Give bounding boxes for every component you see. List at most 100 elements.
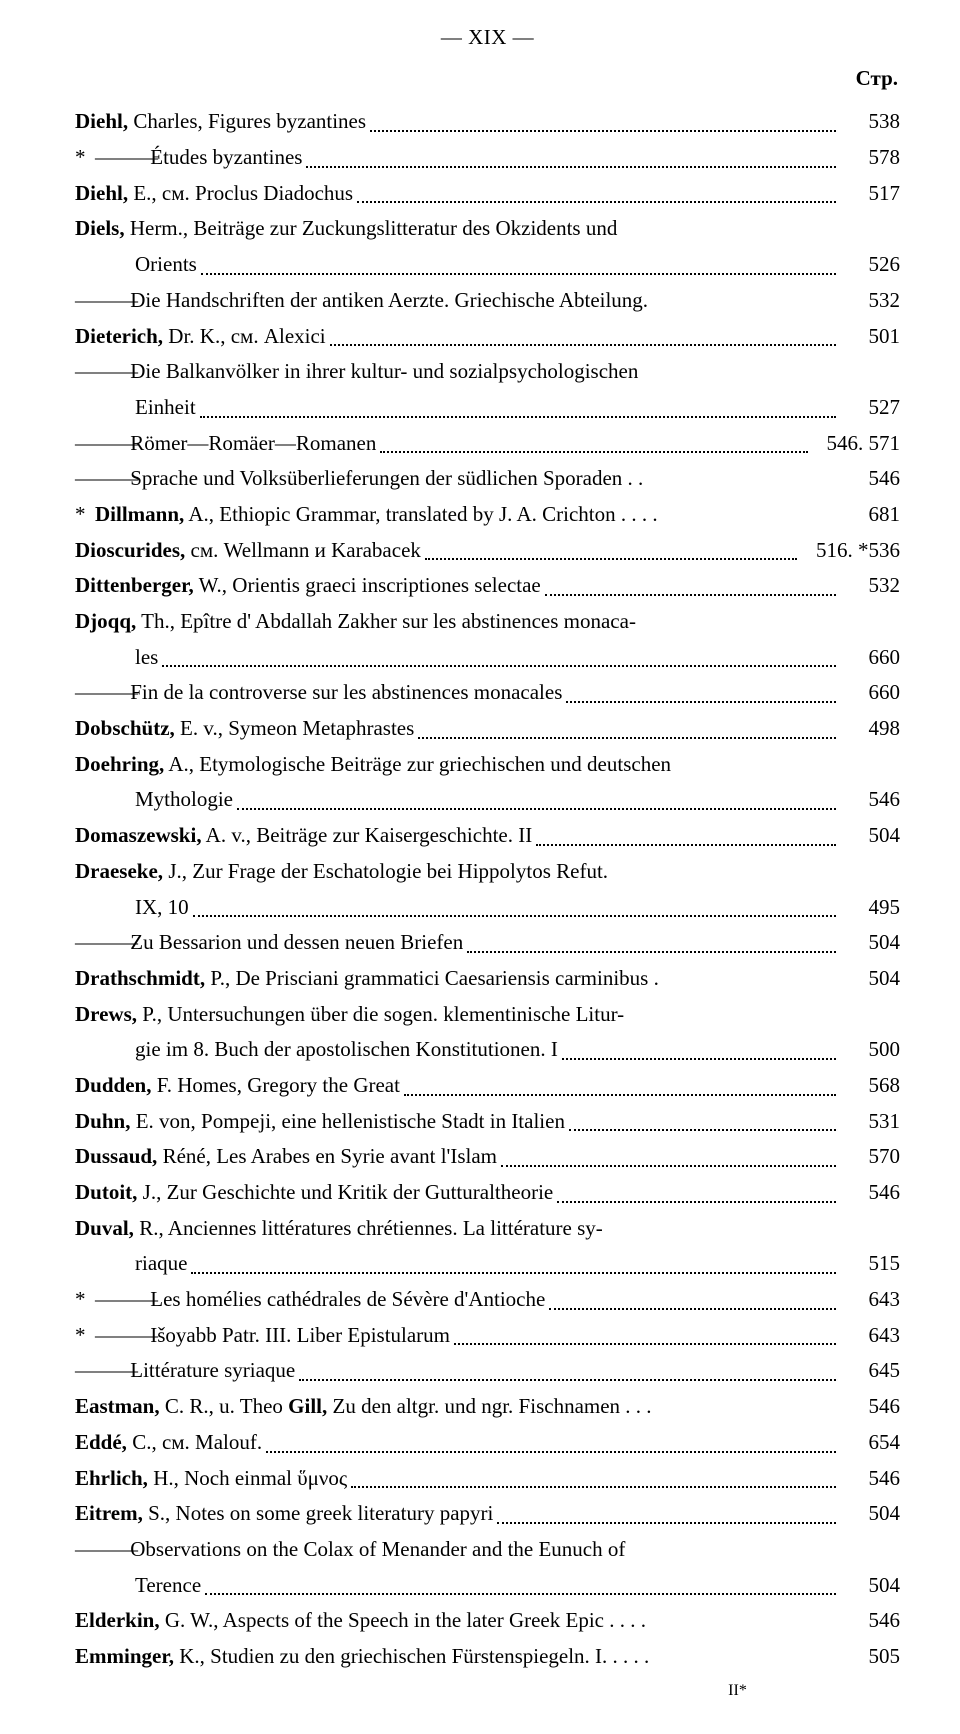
leader-dots bbox=[454, 1343, 836, 1345]
leader-dots bbox=[205, 1593, 836, 1595]
page-number: 538 bbox=[840, 104, 900, 140]
same-author-dash: ——— bbox=[95, 1318, 145, 1354]
leader-dots bbox=[545, 594, 836, 596]
entry-text: *——— Études byzantines bbox=[75, 140, 302, 176]
title-text: Die Balkanvölker in ihrer kultur- und so… bbox=[125, 359, 638, 383]
entry-text: Terence bbox=[75, 1568, 201, 1604]
title-text: C., см. Malouf. bbox=[127, 1430, 262, 1454]
page-roman-numeral: — XIX — bbox=[75, 20, 900, 56]
page-number: 643 bbox=[840, 1282, 900, 1318]
star-marker: * bbox=[75, 1282, 95, 1318]
index-entry: Diehl, E., см. Proclus Diadochus517 bbox=[75, 176, 900, 212]
title-text: Charles, Figures byzantines bbox=[128, 109, 366, 133]
page-number: 570 bbox=[840, 1139, 900, 1175]
title-text: F. Homes, Gregory the Great bbox=[151, 1073, 400, 1097]
entry-text: Emminger, K., Studien zu den griechische… bbox=[75, 1639, 649, 1675]
leader-dots bbox=[501, 1165, 836, 1167]
leader-dots bbox=[193, 915, 836, 917]
index-entry: ——— Zu Bessarion und dessen neuen Briefe… bbox=[75, 925, 900, 961]
entry-text: ——— Fin de la controverse sur les abstin… bbox=[75, 675, 562, 711]
page-number: 498 bbox=[840, 711, 900, 747]
page-number: 546 bbox=[840, 461, 900, 497]
entry-text: Diehl, E., см. Proclus Diadochus bbox=[75, 176, 353, 212]
title-text: Sprache und Volksüberlieferungen der süd… bbox=[125, 466, 643, 490]
index-entry: les660 bbox=[75, 640, 900, 676]
page-number: 681 bbox=[840, 497, 900, 533]
index-entry: *——— Išoyabb Patr. III. Liber Epistularu… bbox=[75, 1318, 900, 1354]
index-entry: Emminger, K., Studien zu den griechische… bbox=[75, 1639, 900, 1675]
index-entry: Dussaud, Réné, Les Arabes en Syrie avant… bbox=[75, 1139, 900, 1175]
leader-dots bbox=[566, 701, 836, 703]
title-text: les bbox=[135, 645, 158, 669]
page-number: 578 bbox=[840, 140, 900, 176]
index-entry: ——— Die Balkanvölker in ihrer kultur- un… bbox=[75, 354, 900, 390]
index-entry: gie im 8. Buch der apostolischen Konstit… bbox=[75, 1032, 900, 1068]
author-name: Ehrlich, bbox=[75, 1466, 148, 1490]
page-number: 495 bbox=[840, 890, 900, 926]
title-text: W., Orientis graeci inscriptiones select… bbox=[194, 573, 541, 597]
index-entry: Duhn, E. von, Pompeji, eine hellenistisc… bbox=[75, 1104, 900, 1140]
index-entry: ——— Littérature syriaque645 bbox=[75, 1353, 900, 1389]
page-number: 532 bbox=[840, 568, 900, 604]
page-number: 645 bbox=[840, 1353, 900, 1389]
index-entry: ——— Sprache und Volksüberlieferungen der… bbox=[75, 461, 900, 497]
leader-dots bbox=[351, 1486, 836, 1488]
entry-text: *——— Les homélies cathédrales de Sévère … bbox=[75, 1282, 545, 1318]
title-text: Fin de la controverse sur les abstinence… bbox=[125, 680, 562, 704]
page-number: 531 bbox=[840, 1104, 900, 1140]
page-number: 515 bbox=[840, 1246, 900, 1282]
author-name: Eddé, bbox=[75, 1430, 127, 1454]
index-entry: Domaszewski, A. v., Beiträge zur Kaiserg… bbox=[75, 818, 900, 854]
entry-text: Eitrem, S., Notes on some greek literatu… bbox=[75, 1496, 493, 1532]
star-marker: * bbox=[75, 140, 95, 176]
index-entry: Drews, P., Untersuchungen über die sogen… bbox=[75, 997, 900, 1033]
page-number: 505 bbox=[840, 1639, 900, 1675]
page-number: 643 bbox=[840, 1318, 900, 1354]
entry-text: les bbox=[75, 640, 158, 676]
title-text: Littérature syriaque bbox=[125, 1358, 295, 1382]
page-number: 504 bbox=[840, 1568, 900, 1604]
entry-text: ——— Sprache und Volksüberlieferungen der… bbox=[75, 461, 643, 497]
entry-text: ——— Die Handschriften der antiken Aerzte… bbox=[75, 283, 648, 319]
leader-dots bbox=[536, 844, 836, 846]
same-author-dash: ——— bbox=[95, 140, 145, 176]
leader-dots bbox=[201, 273, 836, 275]
entry-text: *Dillmann, A., Ethiopic Grammar, transla… bbox=[75, 497, 658, 533]
page-number: 546. 571 bbox=[812, 426, 901, 462]
title-text: C. R., u. Theo bbox=[160, 1394, 289, 1418]
index-entry: Draeseke, J., Zur Frage der Eschatologie… bbox=[75, 854, 900, 890]
author-name: Domaszewski, bbox=[75, 823, 202, 847]
author-name: Dobschütz, bbox=[75, 716, 175, 740]
title-text: A., Etymologische Beiträge zur griechisc… bbox=[164, 752, 671, 776]
entry-text: Dudden, F. Homes, Gregory the Great bbox=[75, 1068, 400, 1104]
title-text: gie im 8. Buch der apostolischen Konstit… bbox=[135, 1037, 558, 1061]
author-name: Diehl, bbox=[75, 181, 128, 205]
entry-text: ——— Die Balkanvölker in ihrer kultur- un… bbox=[75, 354, 638, 390]
leader-dots bbox=[357, 201, 836, 203]
leader-dots bbox=[557, 1201, 836, 1203]
title-text: E. von, Pompeji, eine hellenistische Sta… bbox=[130, 1109, 565, 1133]
title-text: Th., Epître d' Abdallah Zakher sur les a… bbox=[136, 609, 636, 633]
index-entry: ——— Fin de la controverse sur les abstin… bbox=[75, 675, 900, 711]
entry-text: Orients bbox=[75, 247, 197, 283]
leader-dots bbox=[306, 166, 836, 168]
title-text: S., Notes on some greek literatury papyr… bbox=[143, 1501, 494, 1525]
index-entry: Diels, Herm., Beiträge zur Zuckungslitte… bbox=[75, 211, 900, 247]
entry-text: Domaszewski, A. v., Beiträge zur Kaiserg… bbox=[75, 818, 532, 854]
index-entry: Einheit527 bbox=[75, 390, 900, 426]
author-name: Dittenberger, bbox=[75, 573, 194, 597]
title-text: см. Wellmann и Karabacek bbox=[185, 538, 421, 562]
page-number: 501 bbox=[840, 319, 900, 355]
same-author-dash: ——— bbox=[75, 283, 125, 319]
entry-text: Dieterich, Dr. K., см. Alexici bbox=[75, 319, 326, 355]
page-number: 546 bbox=[840, 782, 900, 818]
page-number: 504 bbox=[840, 961, 900, 997]
author-name: Djoqq, bbox=[75, 609, 136, 633]
entry-text: Dussaud, Réné, Les Arabes en Syrie avant… bbox=[75, 1139, 497, 1175]
index-entry: ——— Die Handschriften der antiken Aerzte… bbox=[75, 283, 900, 319]
title-text: Išoyabb Patr. III. Liber Epistularum bbox=[145, 1323, 450, 1347]
author-name: Doehring, bbox=[75, 752, 164, 776]
entry-text: Djoqq, Th., Epître d' Abdallah Zakher su… bbox=[75, 604, 636, 640]
title-text: A., Ethiopic Grammar, translated by J. A… bbox=[184, 502, 657, 526]
author-name: Eitrem, bbox=[75, 1501, 143, 1525]
